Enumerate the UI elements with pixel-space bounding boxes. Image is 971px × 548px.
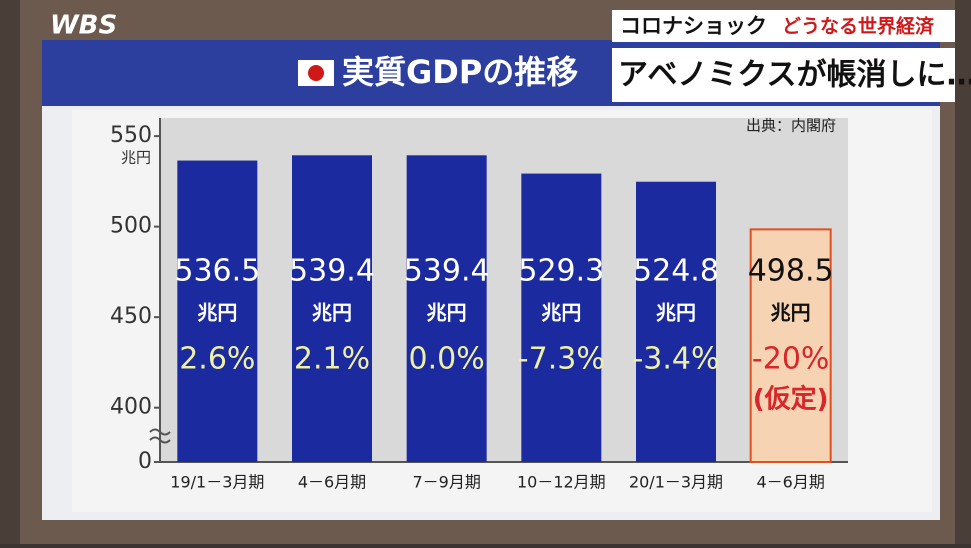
unit-label: 兆円 (312, 301, 352, 325)
unit-label: 兆円 (771, 301, 811, 325)
bar (292, 155, 372, 462)
y-tick-label: 550 (110, 123, 152, 148)
headline: アベノミクスが帳消しに… (618, 58, 971, 93)
source: 出典：内閣府 (746, 117, 836, 135)
note: (仮定) (753, 384, 829, 415)
value-label: 524.8 (633, 254, 719, 289)
value-label: 498.5 (748, 254, 834, 289)
unit-label: 兆円 (427, 301, 467, 325)
logo: WBS (50, 11, 117, 41)
headline-box (612, 48, 955, 102)
growth-label: -7.3% (518, 342, 605, 377)
x-tick-label: 4－6月期 (298, 473, 366, 492)
chart-title: 実質GDPの推移 (342, 53, 578, 91)
bar (749, 228, 832, 463)
unit-label: 兆円 (541, 301, 581, 325)
value-label: 536.5 (174, 254, 260, 289)
x-tick-label: 19/1－3月期 (170, 473, 264, 492)
bar (521, 173, 602, 462)
y-tick-label: 450 (110, 304, 152, 329)
growth-label: 2.1% (294, 342, 370, 377)
banner-topic: コロナショック (620, 14, 767, 38)
growth-label: -3.4% (632, 342, 719, 377)
axis-break (149, 428, 171, 444)
x-tick-label: 10－12月期 (517, 473, 606, 492)
bar (406, 155, 487, 462)
growth-label: -20% (752, 342, 830, 377)
x-tick-label: 20/1－3月期 (629, 473, 723, 492)
y-tick-label: 500 (110, 214, 152, 239)
growth-label: 2.6% (179, 342, 255, 377)
x-tick-label: 7－9月期 (412, 473, 480, 492)
value-label: 539.4 (404, 254, 490, 289)
unit-label: 兆円 (656, 301, 696, 325)
growth-label: 0.0% (409, 342, 485, 377)
banner-subtopic: どうなる世界経済 (782, 15, 935, 38)
x-tick-label: 4－6月期 (756, 473, 824, 492)
bar (177, 160, 258, 462)
axis-unit: 兆円 (121, 149, 151, 167)
value-label: 539.4 (289, 254, 375, 289)
bar (636, 181, 716, 462)
unit-label: 兆円 (197, 301, 237, 325)
plot-area (160, 118, 848, 462)
flag-circle (308, 65, 324, 81)
y-tick-label: 0 (138, 449, 152, 474)
y-tick-label: 400 (110, 395, 152, 420)
value-label: 529.3 (518, 254, 604, 289)
banner-box (612, 10, 955, 42)
